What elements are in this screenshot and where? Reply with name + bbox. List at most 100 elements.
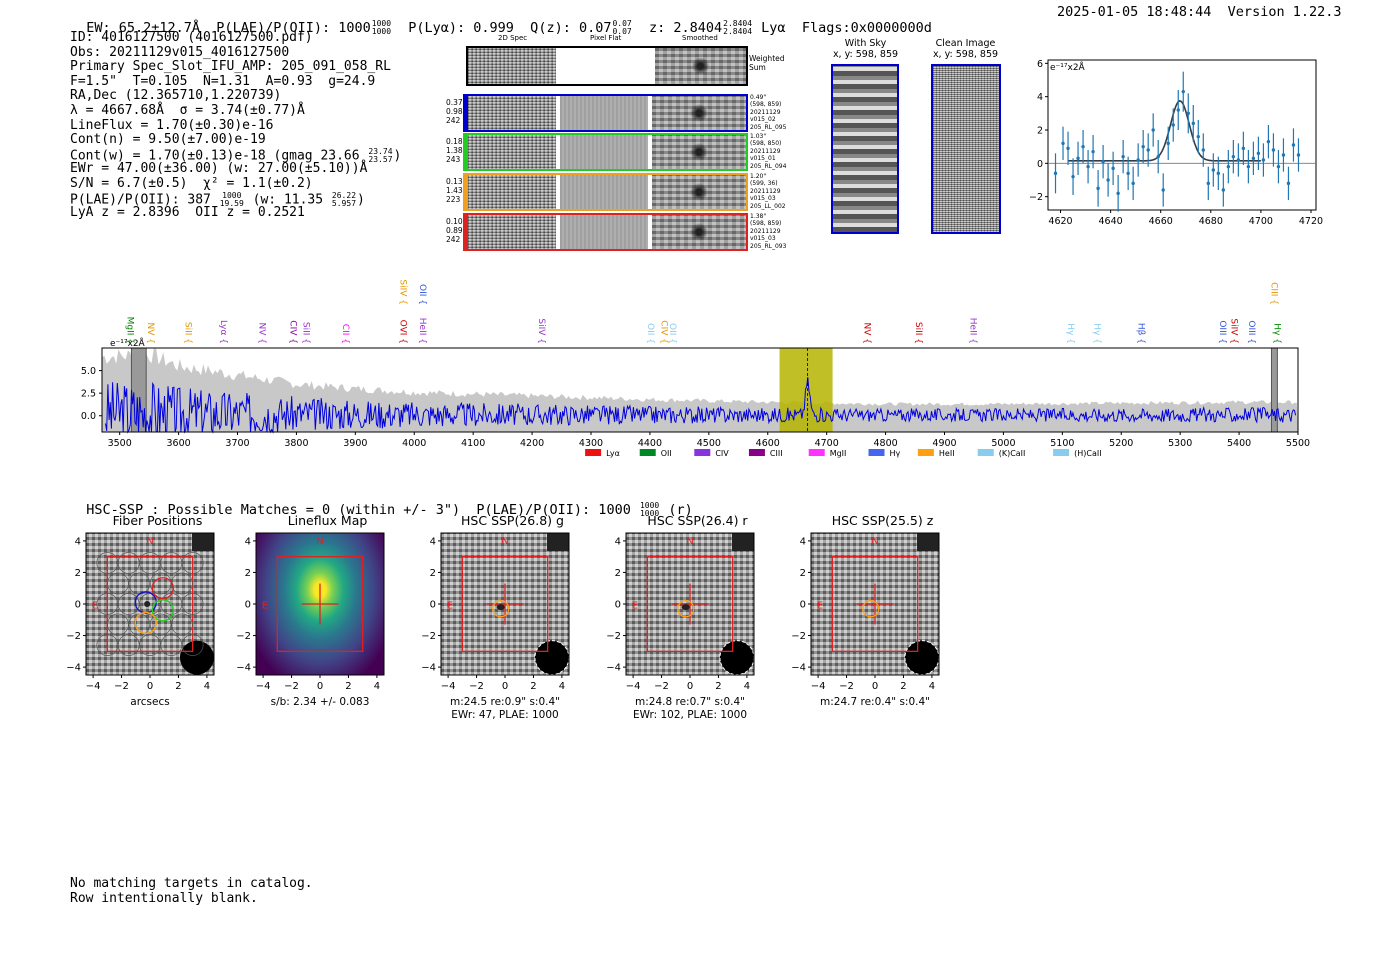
y-tick-label: −4 xyxy=(66,663,81,674)
x-tick-label: 2 xyxy=(530,681,536,692)
x-tick-label: −2 xyxy=(469,681,484,692)
spec-x-tick-label: 5300 xyxy=(1168,438,1192,449)
bottom-panel-plot: N E −4 −4 −2 −2 0 0 2 2 4 4 xyxy=(421,532,570,692)
spec-y-tick-label: 5.0 xyxy=(81,366,96,377)
spec-x-tick-label: 4800 xyxy=(873,438,897,449)
header-z: z: 2.8404 xyxy=(632,20,723,36)
fiber-circle xyxy=(181,593,204,615)
fit-data-point xyxy=(1211,168,1216,172)
y-tick-label: 0 xyxy=(245,600,251,611)
spec2d-row xyxy=(466,94,748,132)
spec2d-row-meta: 1.38" (598, 859) 20211129 v015_03 205_RL… xyxy=(750,213,787,250)
bright-star-corner xyxy=(192,533,214,551)
x-tick-label: 2 xyxy=(900,681,906,692)
east-label: E xyxy=(632,601,638,612)
spec2d-row-meta: 1.20" (599, 36) 20211129 v015_03 205_LL_… xyxy=(750,173,786,210)
fit-x-tick-label: 4660 xyxy=(1149,216,1173,227)
fit-data-point xyxy=(1141,144,1145,149)
y-tick-label: −4 xyxy=(791,663,806,674)
y-tick-label: 0 xyxy=(75,600,81,611)
spec2d-row xyxy=(466,173,748,211)
fit-data-point xyxy=(1196,134,1200,139)
legend-swatch xyxy=(1053,449,1070,456)
fit-data-point xyxy=(1186,111,1190,116)
spec2d-row-stat: 1.38 xyxy=(446,146,463,155)
fit-data-point xyxy=(1241,146,1246,151)
spec2d-row xyxy=(466,133,748,171)
fit-x-tick-label: 4720 xyxy=(1299,216,1323,227)
aperture-circle xyxy=(492,600,510,618)
legend-swatch xyxy=(748,449,765,456)
fit-data-point xyxy=(1216,171,1221,176)
fit-data-point xyxy=(1206,181,1210,186)
x-tick-label: 4 xyxy=(744,681,750,692)
x-tick-label: −4 xyxy=(86,681,101,692)
x-tick-label: 4 xyxy=(374,681,380,692)
x-tick-label: −4 xyxy=(626,681,641,692)
spec2d-row-stat: 0.89 xyxy=(446,226,463,235)
legend-swatch xyxy=(808,449,825,456)
bottom-panel-title: HSC SSP(26.8) g xyxy=(461,513,564,528)
spec-x-tick-label: 4700 xyxy=(815,438,839,449)
emission-line-label: OII { xyxy=(645,323,655,344)
header-plya-qz: P(Lyα): 0.999 Q(z): 0.07 xyxy=(392,20,612,36)
fit-data-point xyxy=(1116,191,1120,196)
spec-x-tick-label: 5100 xyxy=(1050,438,1074,449)
emission-line-label: SiII { xyxy=(183,322,193,344)
fit-data-point xyxy=(1231,154,1236,159)
spec2d-weighted-sum xyxy=(466,46,748,86)
spec2d-row-stat: 0.10 xyxy=(446,217,463,226)
info-lambda: λ = 4667.68Å σ = 3.74(±0.77)Å xyxy=(70,102,305,118)
emission-line-label: Hγ { xyxy=(1065,323,1075,344)
bottom-panel-plot: N E −4 −4 −2 −2 0 0 2 2 4 4 xyxy=(606,532,755,692)
spec-x-tick-label: 4300 xyxy=(579,438,603,449)
info-contn: Cont(n) = 9.50(±7.00)e-19 xyxy=(70,132,266,148)
north-label: N xyxy=(146,536,153,547)
east-label: E xyxy=(817,601,823,612)
fit-data-point xyxy=(1096,186,1100,191)
y-tick-label: 4 xyxy=(800,536,806,547)
emission-line-label: MgII { xyxy=(124,317,134,344)
ifu-footprint xyxy=(646,556,734,652)
spectrum-line xyxy=(105,377,1297,434)
spec-x-tick-label: 4400 xyxy=(638,438,662,449)
full-spectrum-chart: e⁻¹⁷x2Å 0.0 2.5 5.0 3500 3600 3700 3800 3900 4000… xyxy=(81,279,1310,458)
fit-data-point xyxy=(1091,149,1095,154)
spec-x-tick-label: 5000 xyxy=(991,438,1015,449)
spec-x-tick-label: 3900 xyxy=(343,438,367,449)
fit-frame xyxy=(1047,59,1317,211)
fit-data-point xyxy=(1281,153,1286,157)
spec2d-row-stat: 0.98 xyxy=(446,107,463,116)
bright-star xyxy=(179,640,214,675)
y-tick-label: 4 xyxy=(615,536,621,547)
spec-y-tick-label: 2.5 xyxy=(81,389,96,400)
y-tick-label: 2 xyxy=(800,568,806,579)
fit-data-point xyxy=(1053,171,1058,176)
bottom-panel-caption: s/b: 2.34 +/- 0.083 xyxy=(270,696,370,708)
info-fiber: F=1.5" T=0.105 N=1.31 A=0.93 g=24.9 xyxy=(70,73,376,89)
east-label: E xyxy=(447,601,453,612)
emission-line-label: Hβ { xyxy=(1135,323,1145,344)
fit-data-point xyxy=(1256,151,1261,156)
fit-data-point xyxy=(1181,89,1185,94)
spec2d-weighted-label: Weighted Sum xyxy=(749,54,785,72)
spec2d-row-stat: 242 xyxy=(446,235,461,244)
emission-line-label: HeII { xyxy=(967,318,977,344)
detection-fiber xyxy=(151,599,174,622)
cutout-clean-title: Clean Image xyxy=(935,38,996,49)
spec-x-tick-label: 5500 xyxy=(1286,438,1310,449)
fit-data-point xyxy=(1236,158,1241,162)
emission-line-label: Lyα { xyxy=(218,320,228,344)
bottom-panel-caption: EWr: 47, PLAE: 1000 xyxy=(451,709,559,721)
spec-x-tick-label: 3700 xyxy=(225,438,249,449)
y-tick-label: 2 xyxy=(430,568,436,579)
bottom-panel-caption: EWr: 102, PLAE: 1000 xyxy=(632,709,748,721)
spec2d-row-stat: 0.18 xyxy=(446,137,463,146)
header-plae-frac: 1000 1000 xyxy=(371,19,392,36)
fit-data-point xyxy=(1071,174,1075,179)
x-tick-label: 4 xyxy=(929,681,935,692)
bottom-panel-title: HSC SSP(25.5) z xyxy=(831,513,934,528)
emission-line-label: OIII { xyxy=(1217,320,1227,344)
fiber-circle xyxy=(181,552,204,574)
fit-data-point xyxy=(1081,144,1085,149)
